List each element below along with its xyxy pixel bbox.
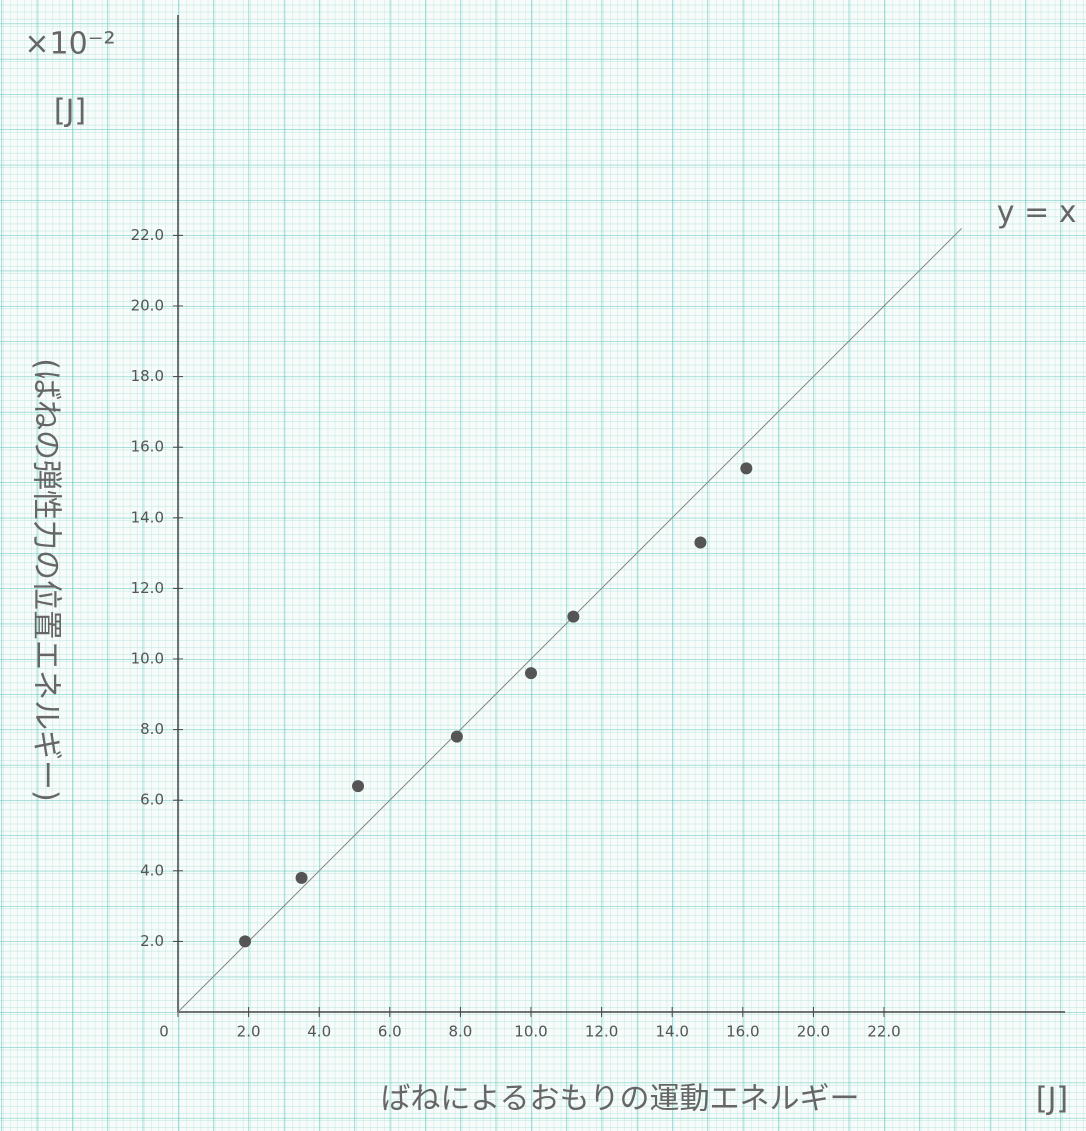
y-tick-label: 10.0 — [131, 650, 164, 668]
y-tick-label: 12.0 — [131, 579, 164, 597]
y-tick-label: 18.0 — [131, 367, 164, 385]
y-tick-label: 6.0 — [140, 791, 164, 809]
y-tick-label: 8.0 — [140, 720, 164, 738]
x-tick-label: 22.0 — [867, 1023, 900, 1041]
y-axis-label: (ばねの弾性力の位置エネルギー) — [29, 358, 64, 801]
x-tick-label: 4.0 — [307, 1023, 331, 1041]
x-tick-label: 20.0 — [797, 1023, 830, 1041]
graph-paper — [0, 0, 1086, 1131]
data-point — [239, 935, 251, 947]
x-tick-label: 6.0 — [378, 1023, 402, 1041]
data-point — [451, 731, 463, 743]
data-point — [525, 667, 537, 679]
data-point — [296, 872, 308, 884]
x-tick-label: 2.0 — [237, 1023, 261, 1041]
x-axis-label: ばねによるおもりの運動エネルギー — [380, 1082, 859, 1117]
chart: ×10⁻² [J] (ばねの弾性力の位置エネルギー) ばねによるおもりの運動エネ… — [0, 0, 1086, 1131]
x-tick-label: 0 — [159, 1023, 169, 1041]
x-tick-label: 16.0 — [726, 1023, 759, 1041]
y-tick-label: 20.0 — [131, 297, 164, 315]
x-unit: [J] — [1036, 1082, 1068, 1117]
data-point — [740, 462, 752, 474]
x-tick-label: 14.0 — [655, 1023, 688, 1041]
y-tick-label: 2.0 — [140, 932, 164, 950]
data-point — [567, 611, 579, 623]
y-tick-label: 4.0 — [140, 861, 164, 879]
data-point — [352, 780, 364, 792]
x-tick-label: 8.0 — [448, 1023, 472, 1041]
x-tick-label: 10.0 — [514, 1023, 547, 1041]
y-unit-scale: ×10⁻² — [24, 27, 115, 62]
data-point — [694, 537, 706, 549]
y-tick-label: 22.0 — [131, 226, 164, 244]
reference-label: y = x — [997, 195, 1077, 230]
y-unit: [J] — [54, 94, 86, 129]
y-tick-label: 16.0 — [131, 438, 164, 456]
x-tick-label: 12.0 — [585, 1023, 618, 1041]
y-tick-label: 14.0 — [131, 508, 164, 526]
